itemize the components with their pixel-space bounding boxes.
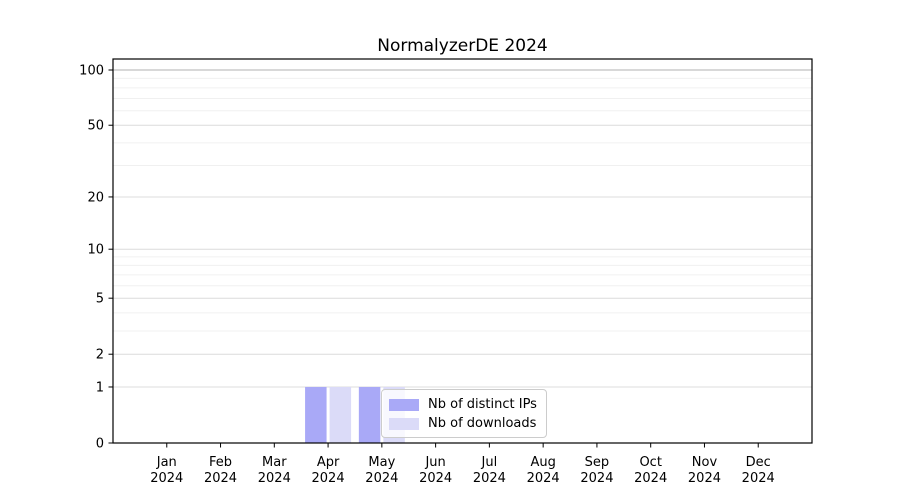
y-tick-label: 10 — [87, 243, 104, 258]
x-tick-label: May 2024 — [365, 455, 398, 486]
bar-distinct-ips-apr — [305, 386, 327, 443]
x-tick-label: Feb 2024 — [204, 455, 237, 486]
legend-label-downloads: Nb of downloads — [428, 416, 537, 431]
x-tick-label: Jan 2024 — [150, 455, 183, 486]
bar-distinct-ips-may — [358, 386, 381, 443]
legend-item-distinct-ips: Nb of distinct IPs — [389, 395, 538, 414]
y-tick-label: 50 — [87, 119, 104, 134]
y-tick-label: 20 — [87, 190, 104, 205]
y-tick-label: 0 — [96, 437, 104, 452]
x-tick-label: Aug 2024 — [527, 455, 560, 486]
legend-label-distinct-ips: Nb of distinct IPs — [428, 397, 537, 412]
x-tick-label: Jul 2024 — [473, 455, 506, 486]
legend-swatch-downloads-icon — [389, 417, 419, 430]
y-tick-label: 5 — [96, 292, 104, 307]
bar-downloads-apr — [329, 386, 352, 443]
legend-item-downloads: Nb of downloads — [389, 414, 538, 433]
x-tick-label: Sep 2024 — [580, 455, 613, 486]
x-tick-label: Mar 2024 — [258, 455, 291, 486]
axes-frame — [112, 58, 813, 444]
x-tick-label: Oct 2024 — [634, 455, 667, 486]
chart-title: NormalyzerDE 2024 — [377, 36, 548, 56]
legend: Nb of distinct IPs Nb of downloads — [381, 389, 547, 438]
x-tick-label: Apr 2024 — [312, 455, 345, 486]
x-tick-label: Jun 2024 — [419, 455, 452, 486]
y-tick-label: 1 — [96, 380, 104, 395]
x-tick-label: Dec 2024 — [742, 455, 775, 486]
y-tick-label: 2 — [96, 348, 104, 363]
x-tick-label: Nov 2024 — [688, 455, 721, 486]
y-tick-label: 100 — [79, 64, 104, 79]
legend-swatch-distinct-ips-icon — [389, 398, 419, 411]
